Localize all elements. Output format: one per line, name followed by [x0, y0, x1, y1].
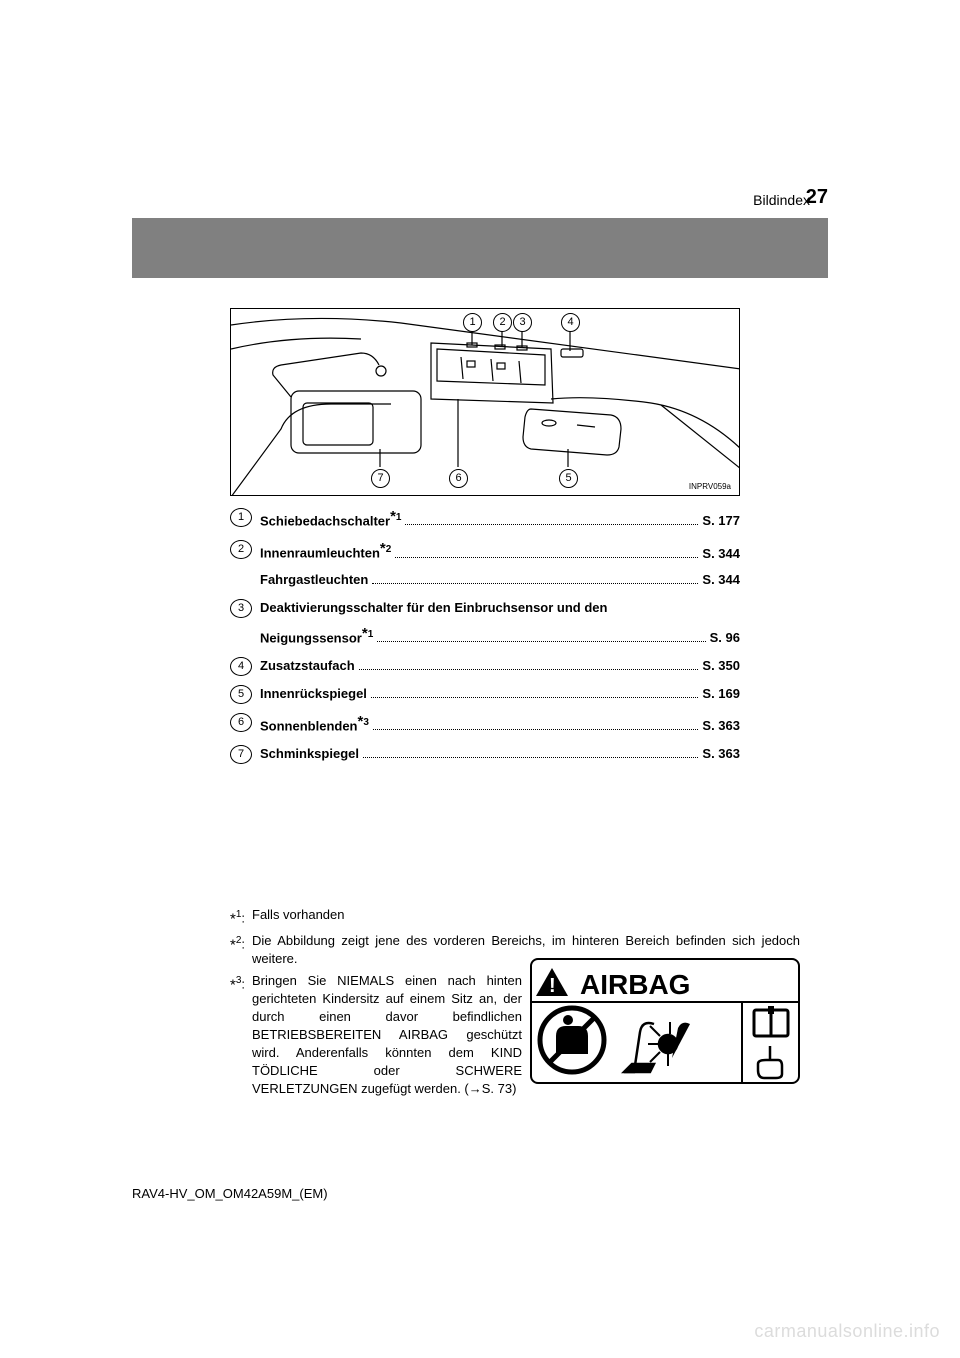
- index-list: 1 Schiebedachschalter*1 S. 177 2 Innenraumle…: [230, 504, 740, 769]
- index-item-page: S. 96: [710, 625, 740, 651]
- index-item-line: Schiebedachschalter*1 S. 177: [260, 504, 740, 534]
- index-item-label: Innenrückspiegel: [260, 681, 367, 707]
- index-item-page: S. 169: [702, 681, 740, 707]
- callout-4: 4: [561, 313, 580, 332]
- index-item-body: Zusatzstaufach S. 350: [260, 653, 740, 679]
- index-item-page: S. 177: [702, 508, 740, 534]
- index-item-body: Deaktivierungsschalter für den Einbruchs…: [260, 595, 740, 651]
- leader-dots: [395, 547, 698, 558]
- index-item-page: S. 363: [702, 741, 740, 767]
- index-item-label: Neigungssensor*1: [260, 621, 373, 651]
- callout-5: 5: [559, 469, 578, 488]
- index-item-line: Schminkspiegel S. 363: [260, 741, 740, 767]
- diagram-svg: [231, 309, 740, 496]
- leader-dots: [371, 687, 698, 698]
- index-item-line: Sonnenblenden*3 S. 363: [260, 709, 740, 739]
- leader-dots: [363, 747, 698, 758]
- index-item-number: 6: [230, 713, 252, 732]
- callout-6: 6: [449, 469, 468, 488]
- index-item-label: Innenraumleuchten*2: [260, 536, 391, 566]
- index-item-body: Schiebedachschalter*1 S. 177: [260, 504, 740, 534]
- footnote-mark: *2:: [230, 932, 252, 968]
- overhead-console-diagram: 1 2 3 4 7 6 5 INPRV059a: [230, 308, 740, 496]
- leader-dots: [359, 659, 699, 670]
- index-item-number: 2: [230, 540, 252, 559]
- index-item: 2Innenraumleuchten*2S. 344Fahrgastleucht…: [230, 536, 740, 592]
- index-item-line: Neigungssensor*1 S. 96: [260, 621, 740, 651]
- index-item-label: Deaktivierungsschalter für den Einbruchs…: [260, 595, 607, 621]
- diagram-id: INPRV059a: [689, 482, 731, 491]
- header-section: Bildindex: [753, 192, 810, 208]
- index-item-number: 3: [230, 599, 252, 618]
- footnote-text: Bringen Sie NIEMALS einen nach hinten ge…: [252, 972, 522, 1098]
- index-item-line: Fahrgastleuchten S. 344: [260, 567, 740, 593]
- index-item: 4 Zusatzstaufach S. 350: [230, 653, 740, 679]
- index-item-line: Innenraumleuchten*2 S. 344: [260, 536, 740, 566]
- index-item-line: Zusatzstaufach S. 350: [260, 653, 740, 679]
- document-code: RAV4-HV_OM_OM42A59M_(EM): [132, 1186, 328, 1201]
- footnote-mark: *1:: [230, 906, 252, 928]
- leader-dots: [377, 631, 705, 642]
- index-item-number: 1: [230, 508, 252, 527]
- index-item-body: Innenraumleuchten*2S. 344Fahrgastleuchte…: [260, 536, 740, 592]
- header-bar: [132, 218, 828, 278]
- index-item-label: Zusatzstaufach: [260, 653, 355, 679]
- svg-text:!: !: [549, 975, 556, 997]
- leader-dots: [405, 514, 698, 525]
- index-item-page: S. 363: [702, 713, 740, 739]
- index-item-page: S. 344: [702, 567, 740, 593]
- manual-page: Bildindex 27: [0, 0, 960, 1358]
- footnote-mark: *3:: [230, 972, 252, 1098]
- index-item: 3 Deaktivierungsschalter für den Einbruch…: [230, 595, 740, 651]
- index-item-label: Schiebedachschalter*1: [260, 504, 401, 534]
- index-item-body: Innenrückspiegel S. 169: [260, 681, 740, 707]
- index-item-line: Deaktivierungsschalter für den Einbruchs…: [260, 595, 740, 621]
- index-item-page: S. 344: [702, 541, 740, 567]
- index-item-number: 4: [230, 657, 252, 676]
- callout-2: 2: [493, 313, 512, 332]
- index-item: 5 Innenrückspiegel S. 169: [230, 681, 740, 707]
- footnote-text: Falls vorhanden: [252, 906, 800, 928]
- footnote: *1:Falls vorhanden: [230, 906, 800, 928]
- index-item-label: Schminkspiegel: [260, 741, 359, 767]
- airbag-warning-label: ! AIRBAG: [530, 958, 800, 1084]
- index-item-body: Sonnenblenden*3 S. 363: [260, 709, 740, 739]
- index-item-label: Sonnenblenden*3: [260, 709, 369, 739]
- index-item-number: 7: [230, 745, 252, 764]
- index-item: 1 Schiebedachschalter*1 S. 177: [230, 504, 740, 534]
- watermark: carmanualsonline.info: [754, 1321, 940, 1342]
- callout-7: 7: [371, 469, 390, 488]
- leader-dots: [373, 719, 699, 730]
- index-item-line: Innenrückspiegel S. 169: [260, 681, 740, 707]
- airbag-title: AIRBAG: [580, 969, 690, 1000]
- index-item-page: S. 350: [702, 653, 740, 679]
- index-item: 6 Sonnenblenden*3 S. 363: [230, 709, 740, 739]
- index-item-number: 5: [230, 685, 252, 704]
- index-item-body: Schminkspiegel S. 363: [260, 741, 740, 767]
- callout-3: 3: [513, 313, 532, 332]
- index-item-label: Fahrgastleuchten: [260, 567, 368, 593]
- leader-dots: [372, 573, 698, 584]
- header-page-number: 27: [806, 186, 828, 209]
- airbag-warning-svg: ! AIRBAG: [532, 960, 798, 1082]
- index-item: 7 Schminkspiegel S. 363: [230, 741, 740, 767]
- callout-1: 1: [463, 313, 482, 332]
